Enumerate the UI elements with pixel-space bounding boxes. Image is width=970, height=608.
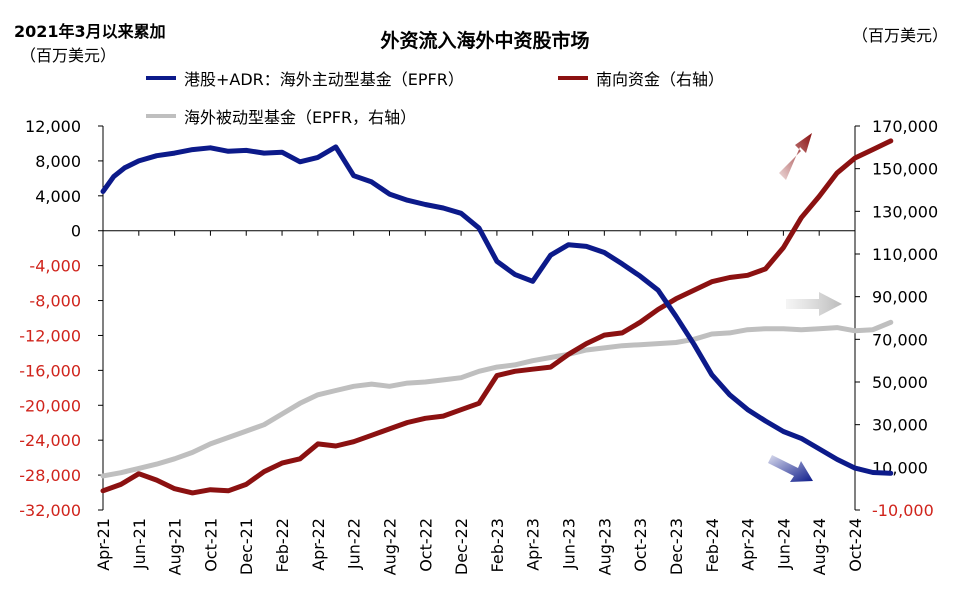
x-tick-label: Dec-22 [452, 518, 471, 575]
right-tick-label: 150,000 [872, 160, 938, 179]
x-tick-label: Dec-21 [237, 518, 256, 575]
x-tick-label: Aug-21 [166, 518, 185, 575]
left-tick-label: -20,000 [19, 396, 81, 415]
left-tick-label: -16,000 [19, 361, 81, 380]
left-tick-label: -12,000 [19, 326, 81, 345]
legend-swatch-passive [146, 114, 176, 118]
series-line-southbound [100, 138, 894, 496]
x-tick-label: Apr-22 [309, 518, 328, 571]
left-tick-label: 8,000 [35, 152, 81, 171]
x-tick-label: Oct-23 [631, 518, 650, 572]
right-tick-label: -10,000 [872, 501, 934, 520]
legend-item-southbound: 南向资金（右轴） [558, 66, 724, 90]
chart-title: 外资流入海外中资股市场 [380, 30, 590, 52]
legend-item-passive-funds: 海外被动型基金（EPFR，右轴） [146, 104, 416, 128]
trend-arrow-up [779, 133, 812, 180]
right-tick-label: 70,000 [872, 330, 928, 349]
left-tick-label: 12,000 [25, 117, 81, 136]
x-tick-label: Feb-24 [703, 518, 722, 572]
x-tick-label: Feb-22 [273, 518, 292, 572]
x-tick-label: Aug-22 [380, 518, 399, 575]
legend-label-southbound: 南向资金（右轴） [596, 70, 725, 89]
right-tick-label: 130,000 [872, 202, 938, 221]
x-tick-label: Oct-21 [201, 518, 220, 572]
x-tick-label: Oct-22 [416, 518, 435, 572]
right-tick-label: 50,000 [872, 373, 928, 392]
left-tick-label: -28,000 [19, 466, 81, 485]
left-tick-label: -4,000 [29, 257, 81, 276]
series-line-active-funds [100, 144, 894, 476]
left-tick-label: -32,000 [19, 501, 81, 520]
legend-swatch-active [146, 76, 176, 80]
legend-label-passive: 海外被动型基金（EPFR，右轴） [184, 108, 417, 127]
right-axis-unit: （百万美元） [851, 26, 948, 45]
legend-label-active: 港股+ADR：海外主动型基金（EPFR） [184, 70, 464, 89]
right-tick-label: 30,000 [872, 416, 928, 435]
x-tick-label: Aug-24 [810, 518, 829, 575]
series-line-passive-funds [100, 319, 894, 479]
x-tick-label: Jun-22 [345, 518, 364, 570]
left-axis-unit: （百万美元） [20, 46, 117, 65]
left-tick-label: -8,000 [29, 292, 81, 311]
trend-arrow-right [786, 292, 842, 316]
left-axis-title: 2021年3月以来累加 [14, 22, 166, 41]
right-tick-label: 170,000 [872, 117, 938, 136]
legend-item-active-funds: 港股+ADR：海外主动型基金（EPFR） [146, 66, 464, 90]
left-tick-label: -24,000 [19, 431, 81, 450]
right-tick-label: 110,000 [872, 245, 938, 264]
x-tick-label: Apr-23 [524, 518, 543, 571]
trend-arrow-down [768, 455, 813, 482]
right-tick-label: 90,000 [872, 288, 928, 307]
x-tick-label: Jun-21 [130, 518, 149, 570]
legend-swatch-southbound [558, 76, 588, 80]
x-tick-label: Dec-23 [667, 518, 686, 575]
x-tick-label: Apr-24 [739, 518, 758, 571]
x-tick-label: Apr-21 [94, 518, 113, 571]
left-tick-label: 0 [71, 222, 81, 241]
x-tick-label: Jun-24 [774, 518, 793, 570]
x-tick-label: Aug-23 [595, 518, 614, 575]
x-tick-label: Feb-23 [488, 518, 507, 572]
x-tick-label: Jun-23 [560, 518, 579, 570]
left-tick-label: 4,000 [35, 187, 81, 206]
x-tick-label: Oct-24 [846, 518, 865, 572]
